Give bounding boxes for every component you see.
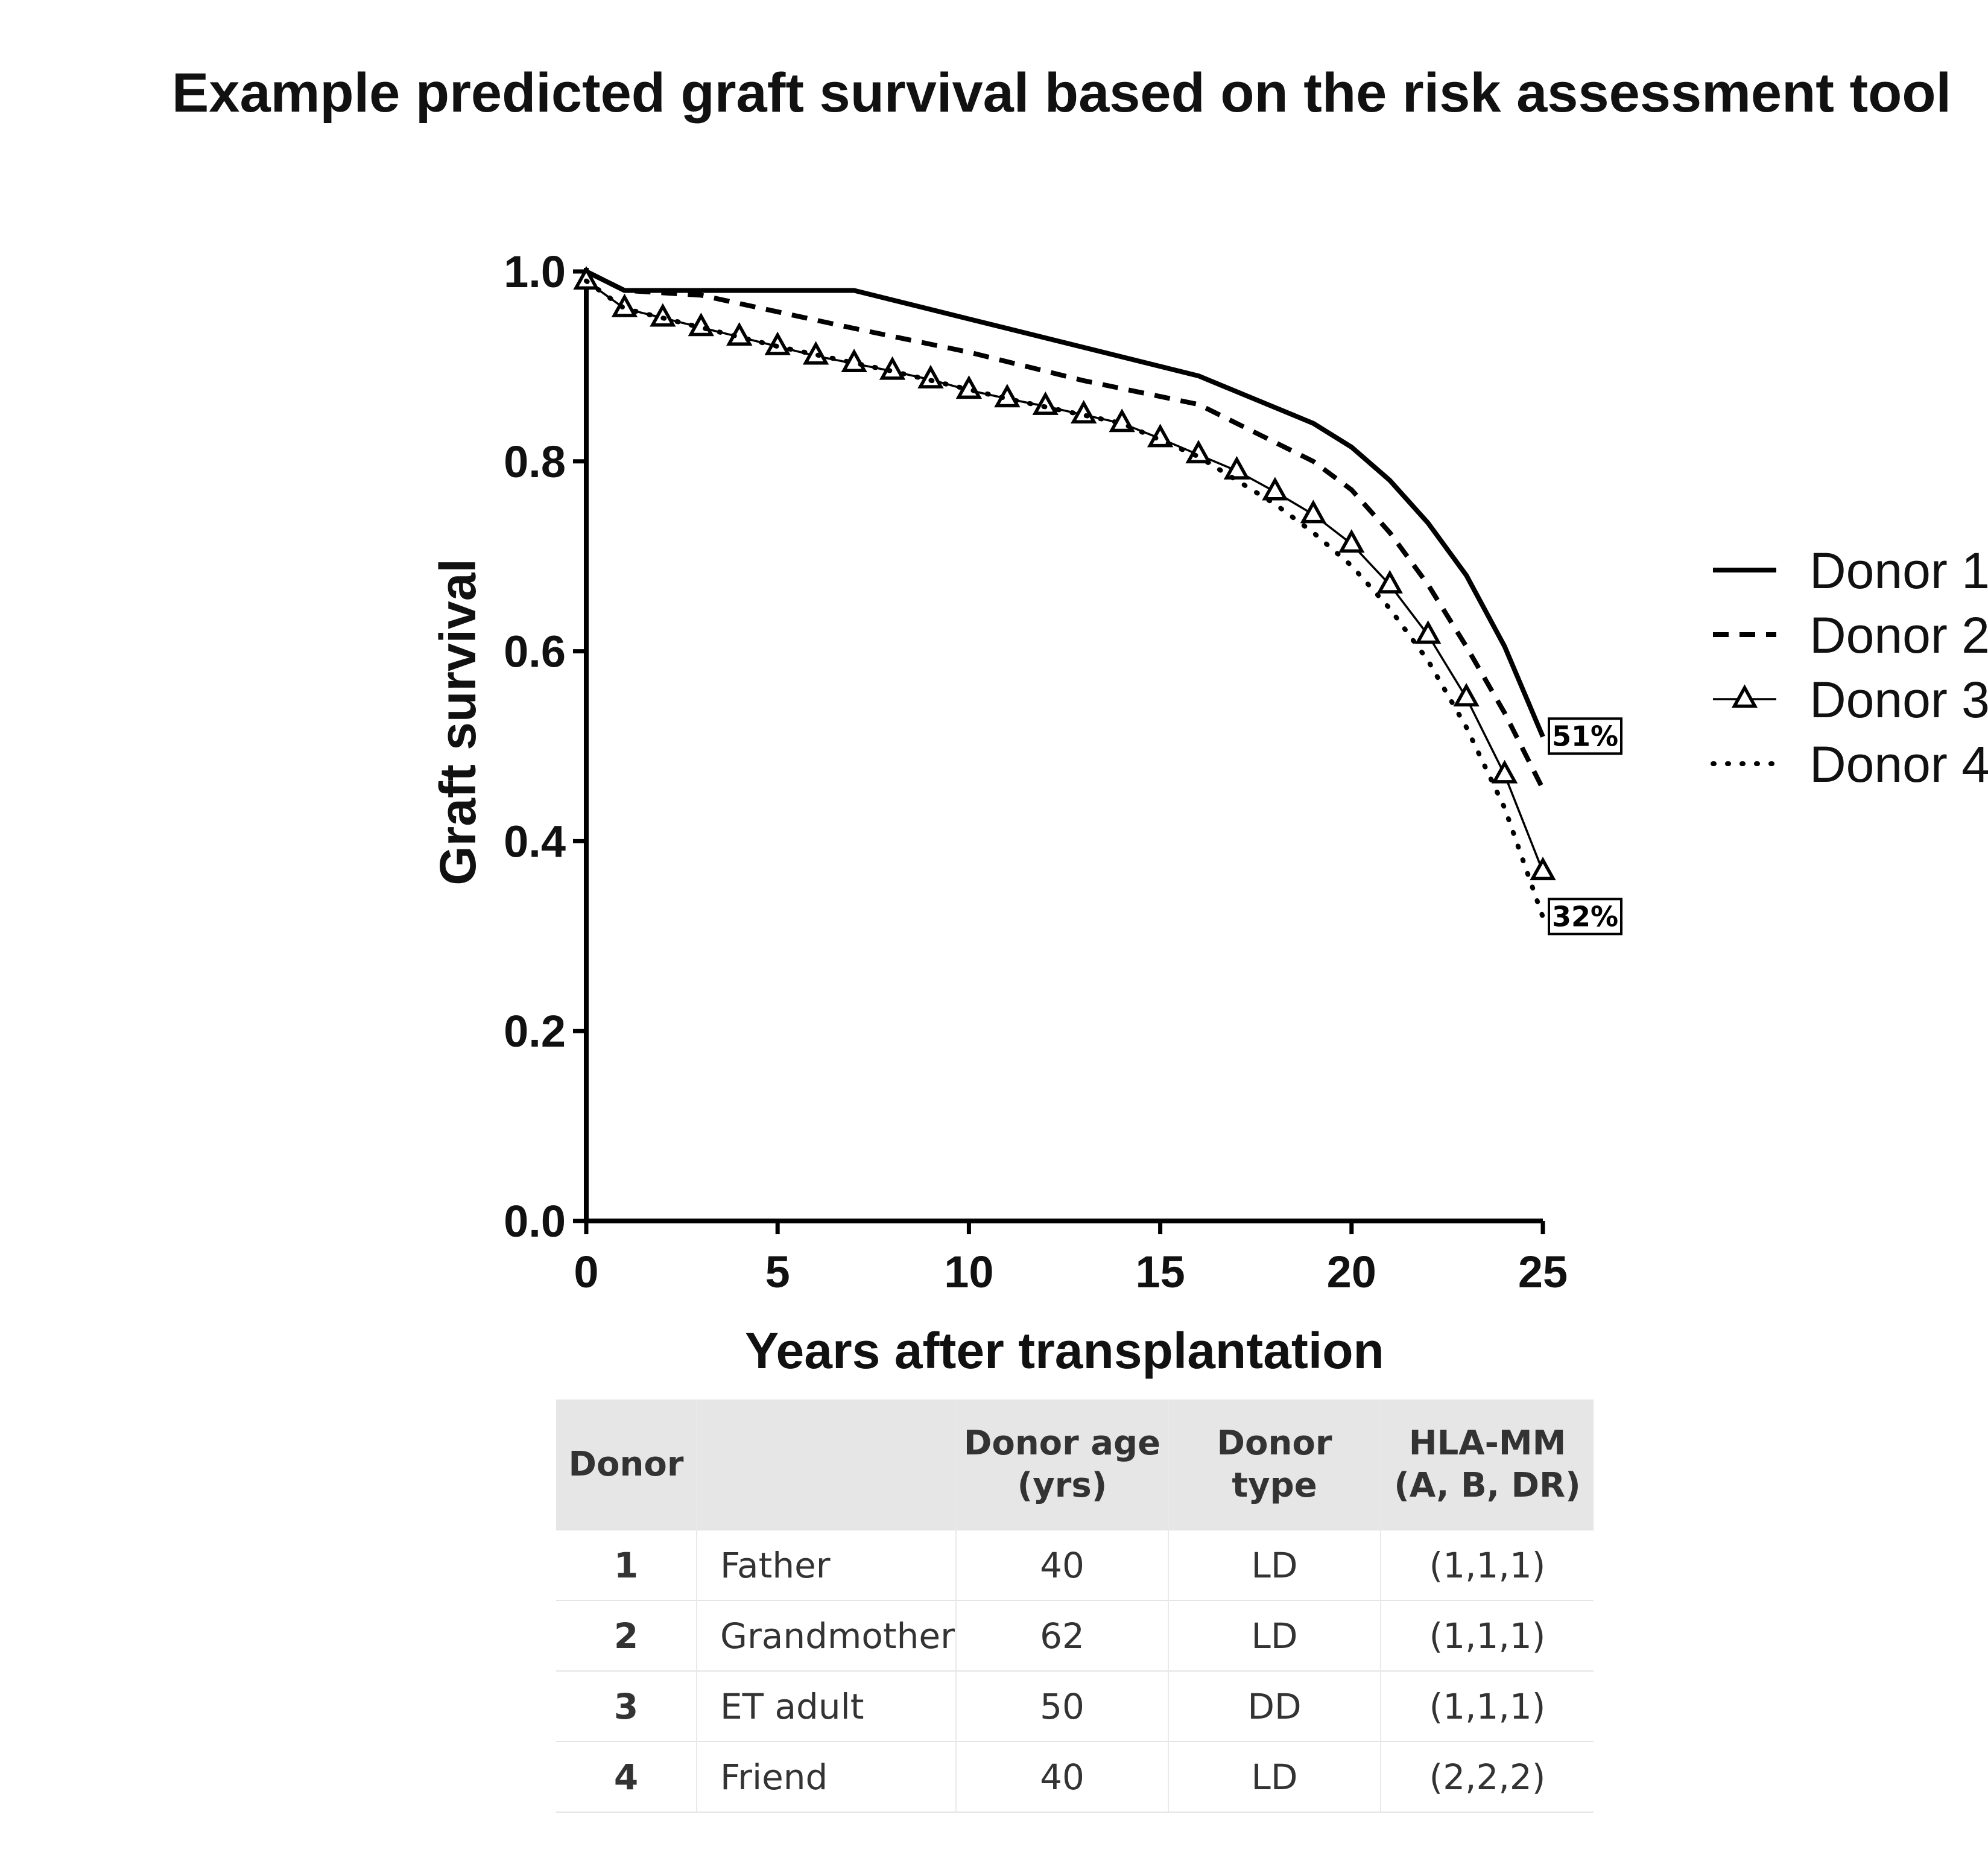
donor-table: Donor Donor age (yrs) Donor type HLA-MM … xyxy=(556,1400,1594,1813)
x-tick-label: 25 xyxy=(1518,1247,1568,1297)
series-point-donor-3 xyxy=(1530,857,1556,881)
series-point-donor-3 xyxy=(1491,759,1518,784)
annotation-label: 32% xyxy=(1552,900,1618,933)
y-tick-label: 0.6 xyxy=(504,627,566,677)
cell-type: LD xyxy=(1168,1741,1381,1813)
legend-label-donor-4: Donor 4 xyxy=(1809,736,1988,793)
cell-age: 40 xyxy=(955,1741,1168,1813)
series-point-donor-3 xyxy=(1376,569,1403,594)
x-tick-label: 5 xyxy=(765,1247,790,1297)
legend-label-donor-2: Donor 2 xyxy=(1809,607,1988,664)
cell-relation: ET adult xyxy=(696,1670,956,1742)
cell-donor-number: 2 xyxy=(556,1600,697,1671)
series-point-donor-3 xyxy=(917,364,944,388)
cell-hla: (1,1,1) xyxy=(1380,1529,1594,1600)
header-donor-type: Donor type xyxy=(1168,1400,1381,1530)
annotation-box xyxy=(1548,898,1622,936)
y-tick-label: 0.0 xyxy=(504,1196,566,1246)
y-tick-label: 0.4 xyxy=(504,816,566,866)
legend-label-donor-3: Donor 3 xyxy=(1809,671,1988,728)
graft-survival-chart: Example predicted graft survival based o… xyxy=(172,62,1988,1379)
header-donor: Donor xyxy=(556,1400,697,1530)
series-point-donor-3 xyxy=(1453,683,1480,707)
cell-hla: (1,1,1) xyxy=(1380,1600,1594,1671)
series-line-donor-1 xyxy=(585,269,1545,738)
cell-donor-number: 1 xyxy=(556,1529,697,1600)
cell-hla: (1,1,1) xyxy=(1380,1670,1594,1742)
cell-age: 62 xyxy=(955,1600,1168,1671)
cell-donor-number: 4 xyxy=(556,1741,697,1813)
end-value-annotations: 51% 32% xyxy=(1548,717,1622,936)
series-point-donor-3 xyxy=(1223,455,1250,480)
axes: 0 5 10 15 20 25 0.0 0.2 0.4 0.6 0.8 1.0 Years after … xyxy=(429,247,1568,1379)
cell-type: DD xyxy=(1168,1670,1381,1742)
header-relation xyxy=(696,1400,956,1530)
cell-relation: Father xyxy=(696,1529,956,1600)
table-row: 1 Father 40 LD (1,1,1) xyxy=(556,1529,1594,1600)
cell-relation: Grandmother xyxy=(696,1600,956,1671)
series-point-donor-3 xyxy=(1338,529,1365,553)
series-point-donor-3 xyxy=(1185,440,1212,464)
cell-age: 50 xyxy=(955,1670,1168,1742)
header-donor-age: Donor age (yrs) xyxy=(955,1400,1168,1530)
legend: Donor 1 Donor 2 Donor 3 Donor 4 xyxy=(1711,542,1988,793)
cell-type: LD xyxy=(1168,1529,1381,1600)
table-header-row: Donor Donor age (yrs) Donor type HLA-MM … xyxy=(556,1400,1594,1530)
series-point-donor-3 xyxy=(1262,477,1288,501)
x-tick-label: 10 xyxy=(944,1247,993,1297)
x-tick-label: 15 xyxy=(1135,1247,1185,1297)
table-row: 4 Friend 40 LD (2,2,2) xyxy=(556,1741,1594,1813)
table-row: 2 Grandmother 62 LD (1,1,1) xyxy=(556,1600,1594,1671)
cell-hla: (2,2,2) xyxy=(1380,1741,1594,1813)
series-line-donor-3 xyxy=(585,280,1544,872)
series-point-donor-3 xyxy=(802,341,829,365)
legend-marker-donor-3 xyxy=(1731,684,1758,708)
y-tick-label: 0.8 xyxy=(504,437,566,487)
table-row: 3 ET adult 50 DD (1,1,1) xyxy=(556,1670,1594,1742)
series-line-donor-2 xyxy=(585,269,1545,790)
annotation-label: 51% xyxy=(1552,720,1618,752)
y-tick-label: 1.0 xyxy=(504,247,566,297)
cell-donor-number: 3 xyxy=(556,1670,697,1742)
header-hla-mm: HLA-MM (A, B, DR) xyxy=(1380,1400,1594,1530)
series-point-donor-3 xyxy=(1415,620,1442,644)
x-axis-label: Years after transplantation xyxy=(745,1322,1384,1379)
cell-relation: Friend xyxy=(696,1741,956,1813)
series-point-donor-3 xyxy=(1032,391,1059,415)
cell-type: LD xyxy=(1168,1600,1381,1671)
series-lines xyxy=(573,266,1556,920)
cell-age: 40 xyxy=(955,1529,1168,1600)
series-point-donor-3 xyxy=(1300,499,1327,524)
legend-label-donor-1: Donor 1 xyxy=(1809,542,1988,599)
x-tick-label: 20 xyxy=(1327,1247,1376,1297)
chart-title: Example predicted graft survival based o… xyxy=(172,62,1951,124)
y-axis-label: Graft survival xyxy=(429,559,486,886)
y-tick-label: 0.2 xyxy=(504,1006,566,1056)
annotation-box xyxy=(1548,717,1622,755)
x-tick-label: 0 xyxy=(574,1247,598,1297)
